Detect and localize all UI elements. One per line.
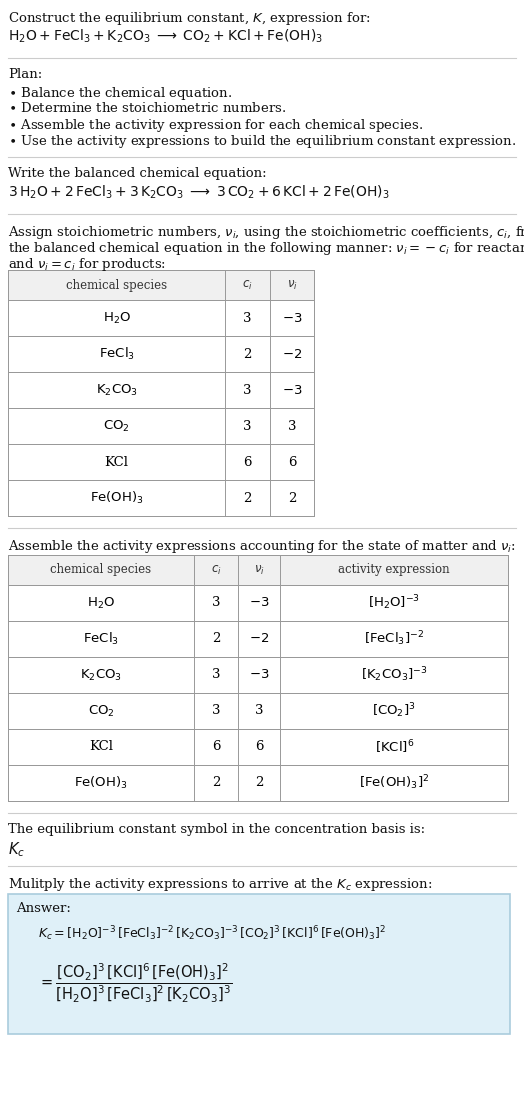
Text: $[\mathrm{KCl}]^{6}$: $[\mathrm{KCl}]^{6}$ (375, 738, 414, 756)
Bar (8, 444, 314, 480)
Text: $-2$: $-2$ (249, 632, 269, 645)
Text: $\mathrm{FeCl_3}$: $\mathrm{FeCl_3}$ (83, 631, 119, 648)
Text: $\mathrm{K_2CO_3}$: $\mathrm{K_2CO_3}$ (80, 667, 122, 683)
Text: $\bullet$ Use the activity expressions to build the equilibrium constant express: $\bullet$ Use the activity expressions t… (8, 133, 516, 150)
Text: KCl: KCl (105, 455, 128, 469)
Text: 2: 2 (244, 347, 252, 360)
Text: $\mathrm{CO_2}$: $\mathrm{CO_2}$ (88, 704, 114, 718)
Text: Plan:: Plan: (8, 69, 42, 81)
Bar (8, 894, 510, 1034)
Text: $\mathrm{CO_2}$: $\mathrm{CO_2}$ (103, 419, 130, 433)
Text: activity expression: activity expression (339, 564, 450, 577)
Text: $\bullet$ Balance the chemical equation.: $\bullet$ Balance the chemical equation. (8, 85, 233, 102)
Text: Mulitply the activity expressions to arrive at the $K_c$ expression:: Mulitply the activity expressions to arr… (8, 876, 432, 893)
Text: $K_c = [\mathrm{H_2O}]^{-3}\,[\mathrm{FeCl_3}]^{-2}\,[\mathrm{K_2CO_3}]^{-3}\,[\: $K_c = [\mathrm{H_2O}]^{-3}\,[\mathrm{Fe… (38, 924, 387, 943)
Text: $K_c$: $K_c$ (8, 840, 25, 859)
Text: $\mathrm{FeCl_3}$: $\mathrm{FeCl_3}$ (99, 346, 135, 362)
Text: 3: 3 (255, 705, 264, 717)
Text: $\mathrm{K_2CO_3}$: $\mathrm{K_2CO_3}$ (95, 382, 138, 398)
Text: $[\mathrm{K_2CO_3}]^{-3}$: $[\mathrm{K_2CO_3}]^{-3}$ (361, 665, 428, 684)
Text: 2: 2 (255, 777, 264, 789)
Bar (8, 372, 314, 408)
Text: $\nu_i$: $\nu_i$ (254, 564, 265, 577)
Bar (8, 765, 508, 801)
Text: $= \dfrac{[\mathrm{CO_2}]^{3}\,[\mathrm{KCl}]^{6}\,[\mathrm{Fe(OH)_3}]^{2}}{[\ma: $= \dfrac{[\mathrm{CO_2}]^{3}\,[\mathrm{… (38, 962, 232, 1006)
Bar (8, 729, 508, 765)
Text: and $\nu_i = c_i$ for products:: and $\nu_i = c_i$ for products: (8, 256, 166, 273)
Bar (8, 621, 508, 657)
Bar (8, 585, 508, 621)
Text: KCl: KCl (89, 740, 113, 754)
Text: chemical species: chemical species (66, 278, 167, 292)
Text: $\nu_i$: $\nu_i$ (287, 278, 298, 292)
Text: 3: 3 (212, 597, 221, 610)
Text: 6: 6 (288, 455, 297, 469)
Bar (8, 657, 508, 693)
Text: Assemble the activity expressions accounting for the state of matter and $\nu_i$: Assemble the activity expressions accoun… (8, 538, 516, 555)
Text: $\mathrm{3\,H_2O + 2\,FeCl_3 + 3\,K_2CO_3 \;\longrightarrow\; 3\,CO_2 + 6\,KCl +: $\mathrm{3\,H_2O + 2\,FeCl_3 + 3\,K_2CO_… (8, 185, 390, 201)
Text: Construct the equilibrium constant, $K$, expression for:: Construct the equilibrium constant, $K$,… (8, 10, 370, 27)
Bar (8, 299, 314, 336)
Text: $\mathrm{H_2O}$: $\mathrm{H_2O}$ (87, 596, 115, 611)
Text: 3: 3 (243, 312, 252, 325)
Bar (8, 555, 508, 585)
Text: $c_i$: $c_i$ (242, 278, 253, 292)
Text: 3: 3 (212, 669, 221, 682)
Text: $-3$: $-3$ (249, 597, 270, 610)
Bar (8, 480, 314, 516)
Bar (8, 270, 314, 299)
Text: 3: 3 (212, 705, 221, 717)
Text: $\bullet$ Assemble the activity expression for each chemical species.: $\bullet$ Assemble the activity expressi… (8, 117, 423, 134)
Text: $\mathrm{H_2O}$: $\mathrm{H_2O}$ (103, 311, 130, 326)
Text: $[\mathrm{H_2O}]^{-3}$: $[\mathrm{H_2O}]^{-3}$ (368, 593, 420, 612)
Bar (8, 408, 314, 444)
Text: Write the balanced chemical equation:: Write the balanced chemical equation: (8, 167, 267, 180)
Text: $c_i$: $c_i$ (211, 564, 222, 577)
Text: 2: 2 (244, 492, 252, 505)
Text: $\bullet$ Determine the stoichiometric numbers.: $\bullet$ Determine the stoichiometric n… (8, 101, 286, 115)
Text: chemical species: chemical species (50, 564, 151, 577)
Text: 6: 6 (255, 740, 264, 754)
Bar (8, 693, 508, 729)
Text: 3: 3 (243, 420, 252, 432)
Text: $-3$: $-3$ (249, 669, 270, 682)
Text: 6: 6 (212, 740, 221, 754)
Text: Answer:: Answer: (16, 902, 71, 915)
Text: 2: 2 (212, 632, 220, 645)
Text: 2: 2 (288, 492, 296, 505)
Text: $\mathrm{Fe(OH)_3}$: $\mathrm{Fe(OH)_3}$ (74, 775, 128, 791)
Text: 6: 6 (243, 455, 252, 469)
Text: $-2$: $-2$ (282, 347, 302, 360)
Text: Assign stoichiometric numbers, $\nu_i$, using the stoichiometric coefficients, $: Assign stoichiometric numbers, $\nu_i$, … (8, 224, 524, 241)
Text: The equilibrium constant symbol in the concentration basis is:: The equilibrium constant symbol in the c… (8, 823, 425, 836)
Text: $\mathrm{H_2O + FeCl_3 + K_2CO_3 \;\longrightarrow\; CO_2 + KCl + Fe(OH)_3}$: $\mathrm{H_2O + FeCl_3 + K_2CO_3 \;\long… (8, 28, 323, 45)
Text: $[\mathrm{CO_2}]^{3}$: $[\mathrm{CO_2}]^{3}$ (373, 702, 416, 720)
Text: $-3$: $-3$ (282, 383, 302, 397)
Text: the balanced chemical equation in the following manner: $\nu_i = -c_i$ for react: the balanced chemical equation in the fo… (8, 240, 524, 257)
Text: $\mathrm{Fe(OH)_3}$: $\mathrm{Fe(OH)_3}$ (90, 490, 144, 506)
Text: 3: 3 (243, 383, 252, 397)
Text: 2: 2 (212, 777, 220, 789)
Text: $[\mathrm{Fe(OH)_3}]^{2}$: $[\mathrm{Fe(OH)_3}]^{2}$ (359, 774, 430, 792)
Text: $[\mathrm{FeCl_3}]^{-2}$: $[\mathrm{FeCl_3}]^{-2}$ (364, 630, 424, 649)
Text: $-3$: $-3$ (282, 312, 302, 325)
Bar (8, 336, 314, 372)
Text: 3: 3 (288, 420, 297, 432)
